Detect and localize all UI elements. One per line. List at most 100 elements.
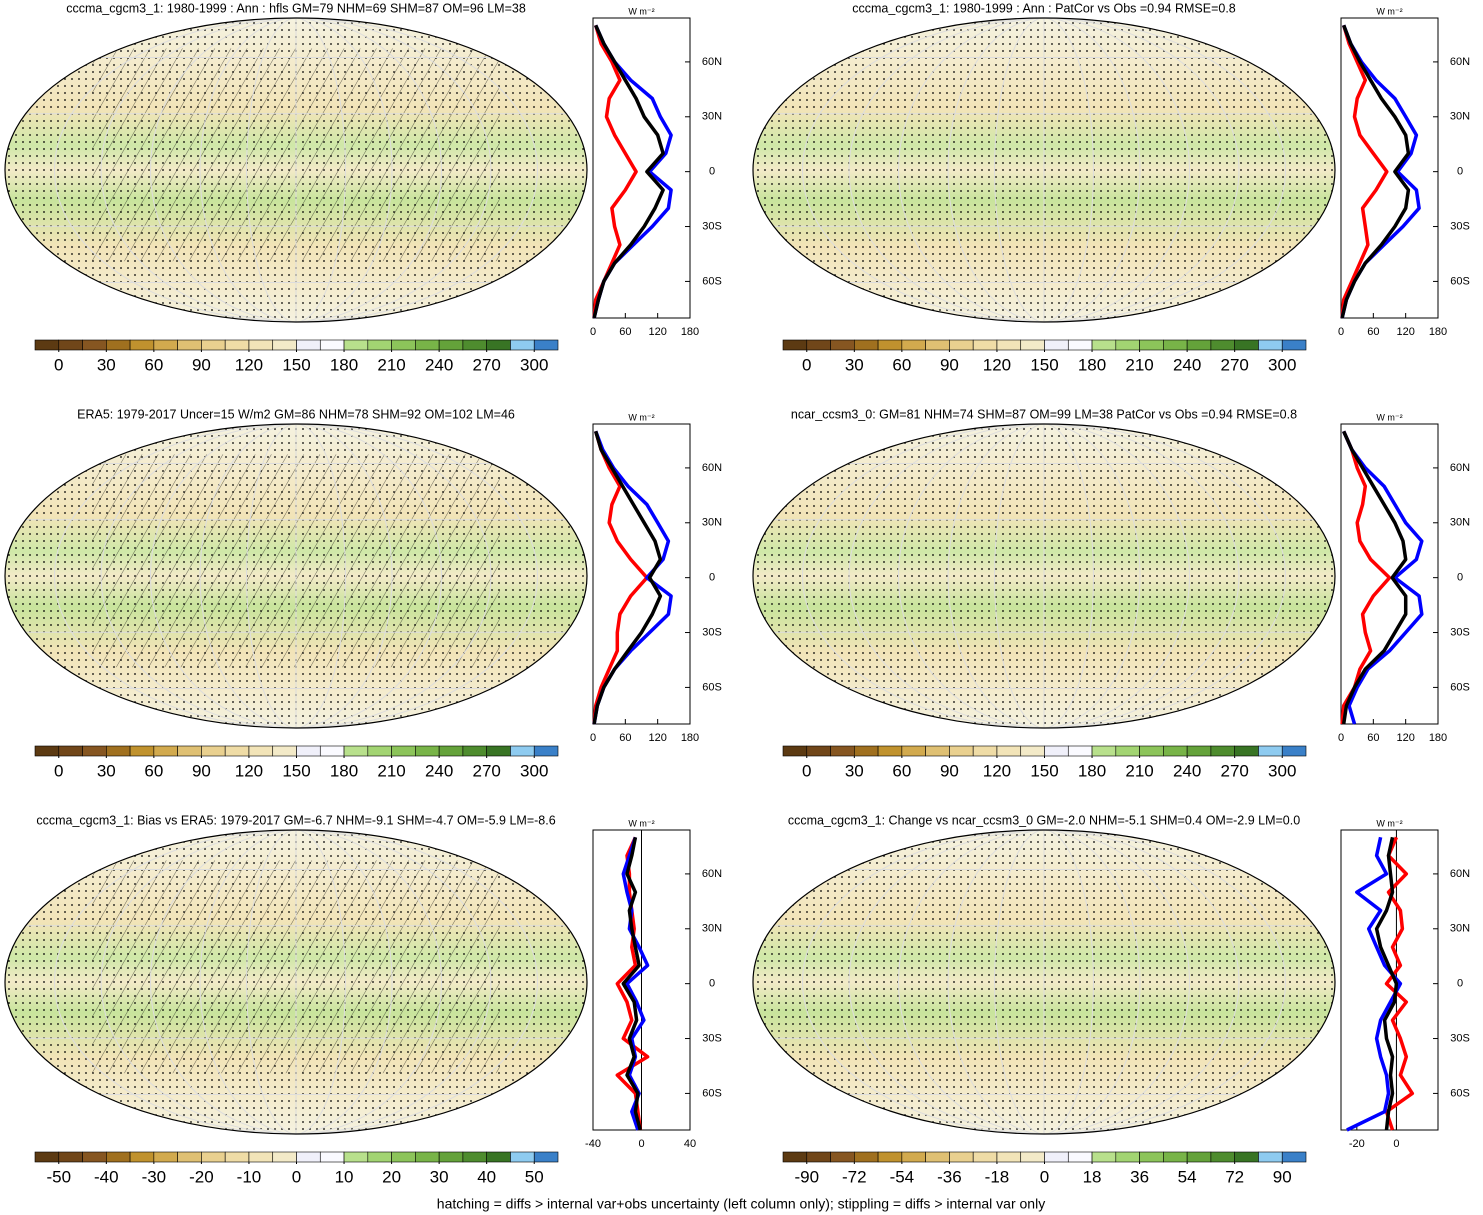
x-axis-unit: W m⁻² — [628, 6, 654, 16]
colorbar-box — [319, 1151, 345, 1163]
colorbar-box — [34, 339, 60, 351]
colorbar-label: 120 — [983, 761, 1011, 780]
colorbar-box — [1234, 745, 1259, 757]
colorbar-label: -20 — [189, 1167, 214, 1186]
colorbar-box — [343, 745, 369, 757]
x-tick-label: 180 — [1429, 732, 1447, 744]
colorbar-label: 210 — [1125, 355, 1153, 374]
colorbar-box — [1115, 745, 1140, 757]
colorbar-box — [1044, 1151, 1069, 1163]
colorbar-box — [1210, 339, 1235, 351]
colorbar-box — [1210, 745, 1235, 757]
colorbar-box — [58, 1151, 83, 1163]
y-tick-label: 60S — [702, 681, 722, 693]
colorbar-box — [925, 1151, 950, 1163]
colorbar-box — [877, 1151, 903, 1163]
zonal-mean-line — [621, 836, 642, 1131]
colorbar-label: -54 — [890, 1167, 915, 1186]
x-axis-unit: W m⁻² — [1376, 6, 1402, 16]
y-tick-label: 30N — [1450, 517, 1470, 529]
map — [4, 829, 588, 1135]
y-tick-label: 30N — [702, 517, 722, 529]
x-tick-label: 0 — [1338, 326, 1344, 338]
colorbar-label: 120 — [983, 355, 1011, 374]
colorbar-box — [343, 1151, 369, 1163]
x-tick-label: 120 — [648, 326, 666, 338]
colorbar-label: 240 — [1173, 355, 1201, 374]
colorbar-box — [1210, 1151, 1235, 1163]
x-tick-label: 0 — [638, 1138, 644, 1150]
colorbar-box — [296, 745, 321, 757]
colorbar-box — [367, 745, 392, 757]
colorbar-label: 60 — [892, 761, 911, 780]
colorbar-box — [177, 339, 202, 351]
plot-frame — [592, 17, 691, 319]
colorbar-box — [224, 1151, 250, 1163]
colorbar-box — [296, 1151, 321, 1163]
zonal-mean-line — [1340, 430, 1392, 725]
colorbar-box — [972, 339, 998, 351]
colorbar-box — [1139, 1151, 1164, 1163]
footer: hatching = diffs > internal var+obs unce… — [437, 1196, 1045, 1212]
colorbar-label: 270 — [1220, 355, 1248, 374]
colorbar-label: 240 — [425, 761, 453, 780]
map-border — [4, 17, 588, 323]
colorbar-label: 60 — [892, 355, 911, 374]
x-tick-label: 120 — [648, 732, 666, 744]
colorbar-box — [1067, 1151, 1093, 1163]
colorbar-box — [415, 1151, 440, 1163]
colorbar-label: 18 — [1083, 1167, 1102, 1186]
colorbar-box — [830, 339, 855, 351]
colorbar-box — [486, 745, 511, 757]
y-tick-label: 0 — [709, 978, 715, 990]
colorbar-box — [34, 745, 60, 757]
panel-title: cccma_cgcm3_1: Bias vs ERA5: 1979-2017 G… — [36, 813, 555, 827]
colorbar-box — [58, 745, 83, 757]
colorbar-box — [201, 1151, 226, 1163]
zonal-mean-line — [1342, 430, 1424, 725]
colorbar-label: -90 — [794, 1167, 819, 1186]
x-tick-label: 120 — [1396, 326, 1414, 338]
colorbar-box — [272, 1151, 297, 1163]
y-tick-label: 30S — [702, 626, 722, 638]
colorbar-box — [996, 745, 1022, 757]
x-axis-unit: W m⁻² — [1376, 412, 1402, 422]
colorbar-box — [1091, 745, 1117, 757]
colorbar-label: 180 — [330, 761, 358, 780]
colorbar-label: 60 — [144, 355, 163, 374]
colorbar-box — [248, 1151, 274, 1163]
colorbar-box — [972, 745, 998, 757]
colorbar-box — [438, 339, 464, 351]
colorbar-label: 30 — [845, 761, 864, 780]
colorbar-box — [901, 745, 926, 757]
y-tick-label: 60N — [702, 868, 722, 880]
zonal-mean-line — [1384, 836, 1415, 1131]
colorbar-box — [1186, 339, 1212, 351]
colorbar-box — [782, 1151, 808, 1163]
colorbar-label: 90 — [940, 355, 959, 374]
colorbar-box — [296, 339, 321, 351]
colorbar-box — [1091, 339, 1117, 351]
colorbar-box — [996, 339, 1022, 351]
colorbar-box — [1281, 1151, 1307, 1163]
colorbar-box — [1044, 745, 1069, 757]
colorbar-box — [367, 1151, 392, 1163]
colorbar-box — [1020, 339, 1045, 351]
colorbar-box — [272, 339, 297, 351]
plot-frame — [1340, 423, 1439, 725]
colorbar-box — [925, 745, 950, 757]
y-tick-label: 0 — [1457, 978, 1463, 990]
colorbar-box — [462, 339, 487, 351]
x-axis-unit: W m⁻² — [1376, 818, 1402, 828]
colorbar-box — [438, 745, 464, 757]
y-tick-label: 60S — [1450, 275, 1470, 287]
colorbar-box — [1020, 1151, 1045, 1163]
y-tick-label: 30S — [1450, 1032, 1470, 1044]
colorbar-box — [949, 745, 974, 757]
colorbar-box — [224, 339, 250, 351]
map-border — [4, 423, 588, 729]
x-tick-label: 0 — [1338, 732, 1344, 744]
colorbar-box — [153, 339, 178, 351]
x-tick-label: -40 — [585, 1138, 601, 1150]
